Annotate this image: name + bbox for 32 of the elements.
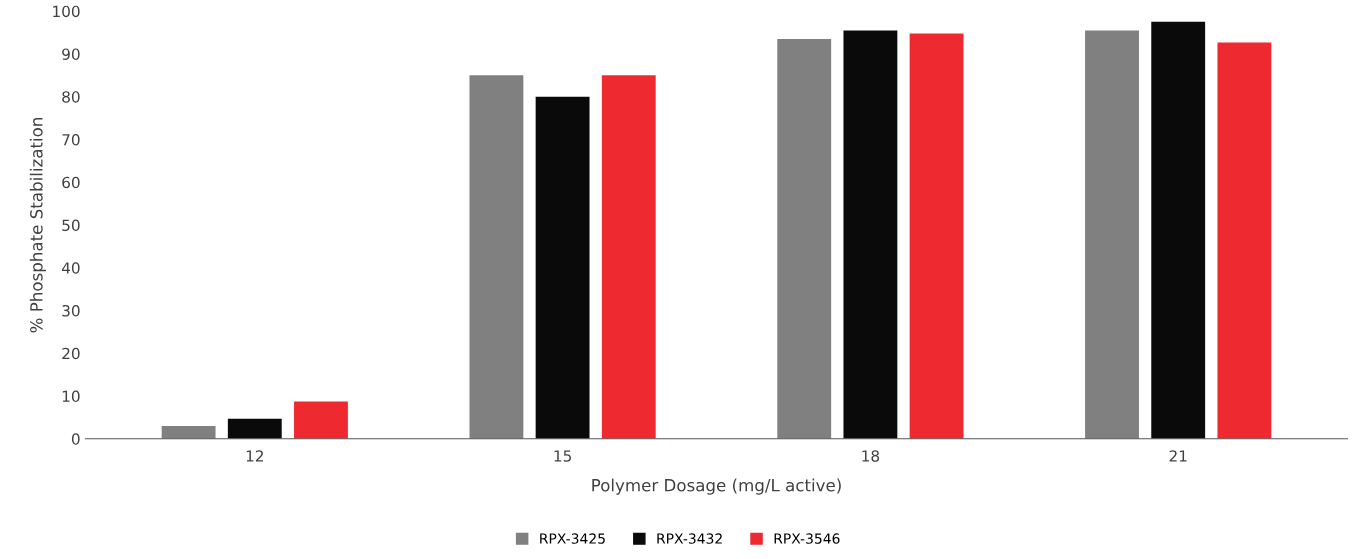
y-tick-label: 80 <box>62 91 80 103</box>
bar <box>777 38 832 439</box>
bar <box>601 75 656 439</box>
y-tick-label: 30 <box>62 304 80 317</box>
bar <box>469 75 524 439</box>
legend-label: RPX-3432 <box>657 533 722 544</box>
bar <box>535 96 590 439</box>
y-axis-title: % Phosphate Stabilization <box>29 118 46 333</box>
x-axis-title: Polymer Dosage (mg/L active) <box>592 478 841 495</box>
y-tick-label: 60 <box>62 176 80 189</box>
x-tick-label: 18 <box>862 450 880 462</box>
y-tick-label: 100 <box>53 5 80 18</box>
bar <box>1217 42 1272 439</box>
y-tick-label: 40 <box>61 262 80 274</box>
bar <box>1151 21 1206 439</box>
y-tick-label: 10 <box>62 390 80 403</box>
bar <box>1085 30 1139 439</box>
x-tick-label: 21 <box>1169 450 1187 462</box>
legend-label: RPX-3425 <box>540 533 605 544</box>
x-tick-label: 15 <box>554 450 571 462</box>
y-tick-label: 70 <box>62 133 80 146</box>
bar <box>843 30 898 439</box>
bar <box>227 418 282 439</box>
bar <box>909 33 964 439</box>
x-tick-label: 12 <box>246 450 263 462</box>
y-tick-label: 90 <box>62 48 80 60</box>
bar <box>294 401 348 439</box>
y-tick-label: 20 <box>62 347 80 360</box>
y-tick-label: 0 <box>71 433 80 445</box>
y-tick-label: 50 <box>62 219 80 232</box>
bar <box>161 425 216 439</box>
legend-label: RPX-3546 <box>774 533 840 544</box>
